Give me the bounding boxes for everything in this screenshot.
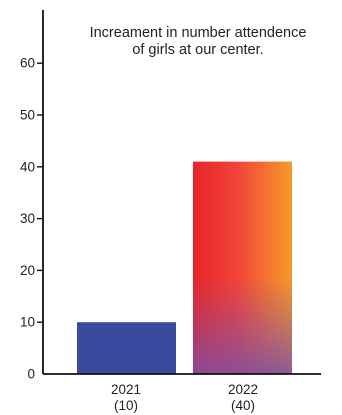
chart-title-line-2: of girls at our center. bbox=[132, 42, 263, 58]
chart-title: Increament in number attendence of girls… bbox=[90, 25, 307, 58]
x-sublabel-2022: (40) bbox=[231, 398, 255, 413]
y-tick-label-10: 10 bbox=[20, 315, 35, 330]
bars bbox=[77, 161, 292, 374]
bar-2021 bbox=[77, 322, 176, 374]
y-tick-label-40: 40 bbox=[20, 159, 35, 174]
x-axis-labels: 2021(10) 2022(40) bbox=[111, 382, 258, 413]
x-sublabel-2021: (10) bbox=[114, 398, 138, 413]
y-axis-ticks: 0 10 20 30 40 50 60 bbox=[20, 56, 43, 382]
y-tick-label-0: 0 bbox=[27, 367, 35, 382]
y-tick-label-30: 30 bbox=[20, 211, 35, 226]
bar-2022-shade bbox=[193, 161, 292, 374]
bar-2022 bbox=[193, 161, 292, 374]
y-tick-label-60: 60 bbox=[20, 56, 35, 71]
chart-title-line-1: Increament in number attendence bbox=[90, 25, 307, 41]
x-tick-label-2022: 2022 bbox=[228, 382, 258, 397]
y-tick-label-20: 20 bbox=[20, 263, 35, 278]
y-tick-label-50: 50 bbox=[20, 108, 35, 123]
x-tick-label-2021: 2021 bbox=[111, 382, 141, 397]
